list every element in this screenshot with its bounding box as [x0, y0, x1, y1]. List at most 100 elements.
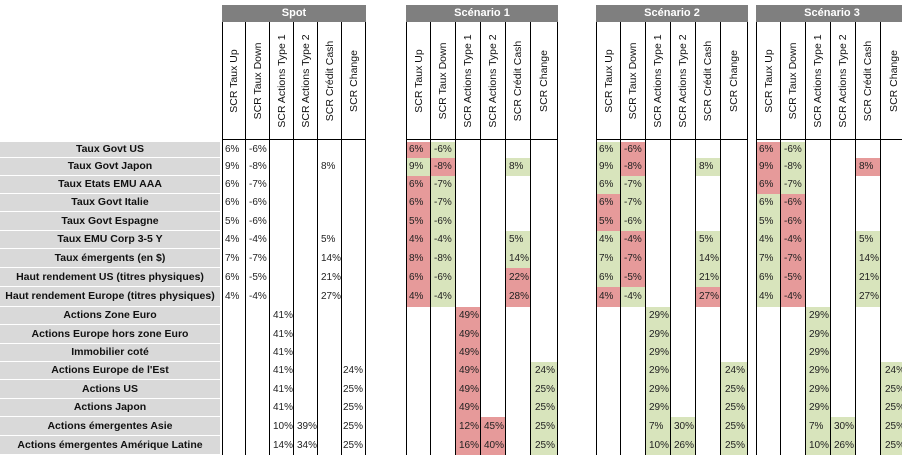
table-cell: 8%	[406, 249, 431, 268]
table-cell: 10%	[646, 436, 671, 455]
table-cell	[806, 268, 831, 287]
table-cell: -7%	[431, 194, 456, 212]
table-cell	[671, 307, 696, 325]
table-cell	[222, 380, 246, 399]
column-header-label: SCR Actions Type 2	[486, 33, 499, 128]
column-divider	[557, 140, 558, 455]
table-cell: -6%	[431, 142, 456, 158]
table-cell: 41%	[273, 310, 294, 321]
table-cell: -8%	[781, 158, 806, 176]
table-cell	[881, 158, 902, 176]
table-cell: 8%	[696, 158, 721, 176]
table-cell: -7%	[781, 176, 806, 194]
table-cell	[294, 307, 318, 325]
table-cell	[696, 344, 721, 362]
table-cell: 21%	[696, 268, 721, 287]
row-divider	[0, 230, 220, 231]
table-cell	[721, 249, 748, 268]
table-cell	[721, 142, 748, 158]
table-cell	[881, 142, 902, 158]
column-header: SCR Crédit Cash	[696, 22, 721, 140]
table-cell: 41%	[273, 402, 294, 413]
table-cell: 8%	[856, 158, 881, 176]
table-cell	[506, 362, 531, 380]
table-cell	[246, 380, 270, 399]
table-cell: -6%	[431, 268, 456, 287]
table-cell	[456, 268, 481, 287]
table-cell: -6%	[621, 212, 646, 231]
table-cell	[506, 399, 531, 417]
table-cell	[222, 307, 246, 325]
table-cell: 29%	[806, 380, 831, 399]
table-cell	[881, 287, 902, 307]
table-cell	[270, 287, 294, 307]
table-cell: -7%	[621, 194, 646, 212]
table-cell	[342, 325, 366, 344]
table-cell	[294, 194, 318, 212]
table-cell	[294, 268, 318, 287]
table-cell	[831, 362, 856, 380]
table-cell	[671, 287, 696, 307]
table-cell	[318, 325, 342, 344]
table-cell	[696, 142, 721, 158]
column-divider	[269, 140, 270, 455]
row-label: Taux émergents (en $)	[0, 249, 220, 268]
table-cell	[856, 380, 881, 399]
row-label: Taux Govt Japon	[0, 158, 220, 176]
table-cell	[506, 417, 531, 436]
table-cell	[318, 307, 342, 325]
table-cell: 6%	[406, 268, 431, 287]
column-header: SCR Crédit Cash	[506, 22, 531, 140]
table-cell: -6%	[781, 212, 806, 231]
table-cell	[294, 158, 318, 176]
column-header: SCR Taux Down	[246, 22, 270, 140]
table-cell	[318, 362, 342, 380]
table-cell: 10%	[806, 436, 831, 455]
table-cell	[856, 417, 881, 436]
table-cell	[596, 399, 621, 417]
table-cell: 8%	[506, 158, 531, 176]
table-cell	[621, 325, 646, 344]
table-cell	[881, 307, 902, 325]
table-cell: -4%	[621, 231, 646, 249]
column-header-label: SCR Change	[347, 49, 360, 112]
table-cell: 25%	[342, 402, 363, 413]
table-cell	[270, 142, 294, 158]
table-cell: -5%	[249, 271, 267, 283]
table-cell	[646, 268, 671, 287]
table-cell: 30%	[831, 417, 856, 436]
table-cell	[646, 212, 671, 231]
table-cell: 16%	[456, 436, 481, 455]
table-cell: 25%	[881, 436, 902, 455]
column-divider	[805, 140, 806, 455]
table-cell: 14%	[321, 252, 342, 264]
column-divider	[222, 140, 223, 455]
table-cell	[222, 344, 246, 362]
table-cell: 25%	[531, 380, 558, 399]
table-cell: 29%	[646, 325, 671, 344]
column-divider	[620, 140, 621, 455]
table-cell	[646, 249, 671, 268]
table-cell	[696, 212, 721, 231]
table-cell	[294, 399, 318, 417]
row-label: Taux Govt Espagne	[0, 212, 220, 231]
table-cell: 24%	[721, 362, 748, 380]
table-cell	[270, 268, 294, 287]
table-cell: 6%	[225, 271, 240, 283]
table-cell: 6%	[596, 142, 621, 158]
column-header: SCR Taux Up	[406, 22, 431, 140]
table-cell	[596, 436, 621, 455]
table-cell	[270, 231, 294, 249]
table-cell: 6%	[225, 197, 240, 208]
table-cell: 27%	[321, 291, 342, 302]
column-header-label: SCR Taux Up	[602, 48, 615, 113]
column-header: SCR Taux Up	[756, 22, 781, 140]
table-cell	[671, 176, 696, 194]
row-label: Actions Europe hors zone Euro	[0, 325, 220, 344]
table-cell: 25%	[531, 436, 558, 455]
table-cell	[342, 194, 366, 212]
table-cell	[806, 212, 831, 231]
table-cell	[506, 344, 531, 362]
table-cell	[806, 142, 831, 158]
